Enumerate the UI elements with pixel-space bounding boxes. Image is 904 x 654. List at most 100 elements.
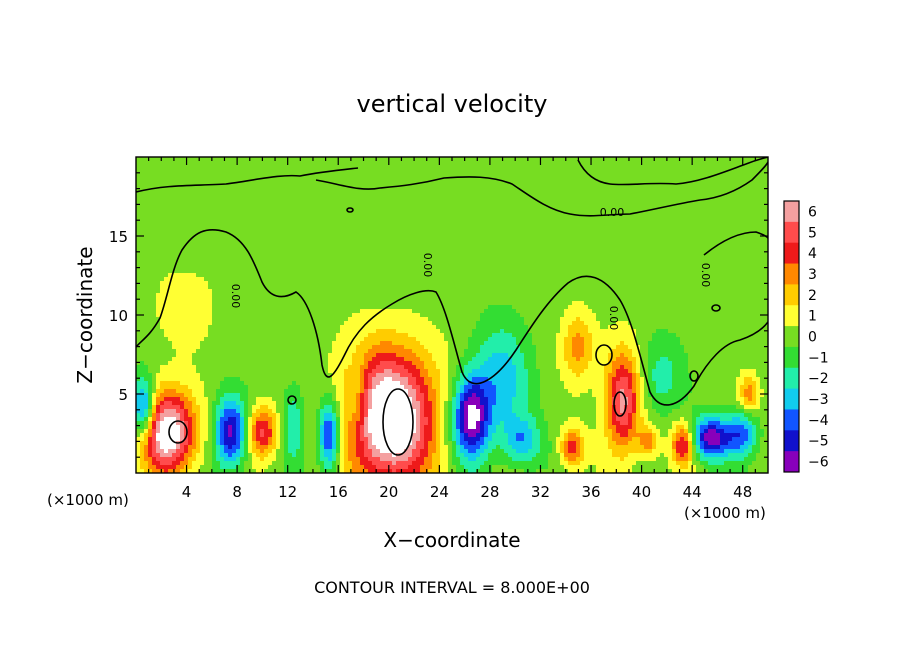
field-cell: [320, 173, 325, 178]
field-cell: [176, 305, 181, 310]
field-cell: [136, 381, 141, 386]
field-cell: [140, 197, 145, 202]
field-cell: [384, 369, 389, 374]
field-cell: [328, 293, 333, 298]
field-cell: [324, 261, 329, 266]
field-cell: [328, 189, 333, 194]
field-cell: [172, 245, 177, 250]
field-cell: [312, 441, 317, 446]
field-cell: [200, 401, 205, 406]
field-cell: [364, 165, 369, 170]
field-cell: [156, 389, 161, 394]
field-cell: [168, 221, 173, 226]
field-cell: [328, 429, 333, 434]
field-cell: [364, 409, 369, 414]
field-cell: [192, 381, 197, 386]
field-cell: [320, 397, 325, 402]
field-cell: [244, 385, 249, 390]
field-cell: [304, 277, 309, 282]
field-cell: [340, 205, 345, 210]
field-cell: [236, 313, 241, 318]
field-cell: [208, 277, 213, 282]
field-cell: [220, 461, 225, 466]
field-cell: [376, 225, 381, 230]
field-cell: [332, 381, 337, 386]
field-cell: [352, 369, 357, 374]
field-cell: [288, 193, 293, 198]
field-cell: [220, 217, 225, 222]
field-cell: [340, 413, 345, 418]
field-cell: [192, 389, 197, 394]
field-cell: [328, 349, 333, 354]
field-cell: [192, 189, 197, 194]
field-cell: [296, 169, 301, 174]
field-cell: [272, 297, 277, 302]
field-cell: [188, 425, 193, 430]
field-cell: [172, 397, 177, 402]
field-cell: [280, 349, 285, 354]
field-cell: [152, 245, 157, 250]
field-cell: [220, 161, 225, 166]
field-cell: [168, 209, 173, 214]
field-cell: [380, 229, 385, 234]
field-cell: [280, 157, 285, 162]
field-cell: [136, 277, 141, 282]
field-cell: [368, 369, 373, 374]
field-cell: [304, 289, 309, 294]
field-cell: [136, 169, 141, 174]
field-cell: [268, 305, 273, 310]
field-cell: [380, 181, 385, 186]
field-cell: [268, 209, 273, 214]
field-cell: [332, 281, 337, 286]
field-cell: [152, 365, 157, 370]
field-cell: [320, 385, 325, 390]
field-cell: [352, 385, 357, 390]
field-cell: [196, 421, 201, 426]
field-cell: [216, 269, 221, 274]
field-cell: [304, 461, 309, 466]
field-cell: [216, 329, 221, 334]
field-cell: [196, 225, 201, 230]
field-cell: [300, 445, 305, 450]
field-cell: [208, 377, 213, 382]
field-cell: [324, 177, 329, 182]
field-cell: [188, 357, 193, 362]
field-cell: [312, 201, 317, 206]
field-cell: [328, 301, 333, 306]
field-cell: [372, 341, 377, 346]
field-cell: [304, 269, 309, 274]
field-cell: [188, 457, 193, 462]
field-cell: [160, 281, 165, 286]
field-cell: [368, 313, 373, 318]
field-cell: [276, 297, 281, 302]
field-cell: [196, 361, 201, 366]
field-cell: [244, 421, 249, 426]
field-cell: [276, 321, 281, 326]
field-cell: [164, 249, 169, 254]
field-cell: [220, 173, 225, 178]
field-cell: [224, 209, 229, 214]
field-cell: [320, 353, 325, 358]
field-cell: [336, 265, 341, 270]
field-cell: [372, 377, 377, 382]
field-cell: [328, 241, 333, 246]
field-cell: [304, 233, 309, 238]
field-cell: [204, 409, 209, 414]
field-cell: [308, 325, 313, 330]
field-cell: [272, 449, 277, 454]
field-cell: [180, 265, 185, 270]
field-cell: [208, 457, 213, 462]
field-cell: [340, 313, 345, 318]
field-cell: [272, 341, 277, 346]
field-cell: [184, 401, 189, 406]
field-cell: [364, 201, 369, 206]
field-cell: [212, 325, 217, 330]
field-cell: [364, 397, 369, 402]
field-cell: [352, 189, 357, 194]
field-cell: [192, 429, 197, 434]
field-cell: [368, 325, 373, 330]
field-cell: [308, 241, 313, 246]
field-cell: [144, 281, 149, 286]
field-cell: [256, 253, 261, 258]
field-cell: [232, 213, 237, 218]
